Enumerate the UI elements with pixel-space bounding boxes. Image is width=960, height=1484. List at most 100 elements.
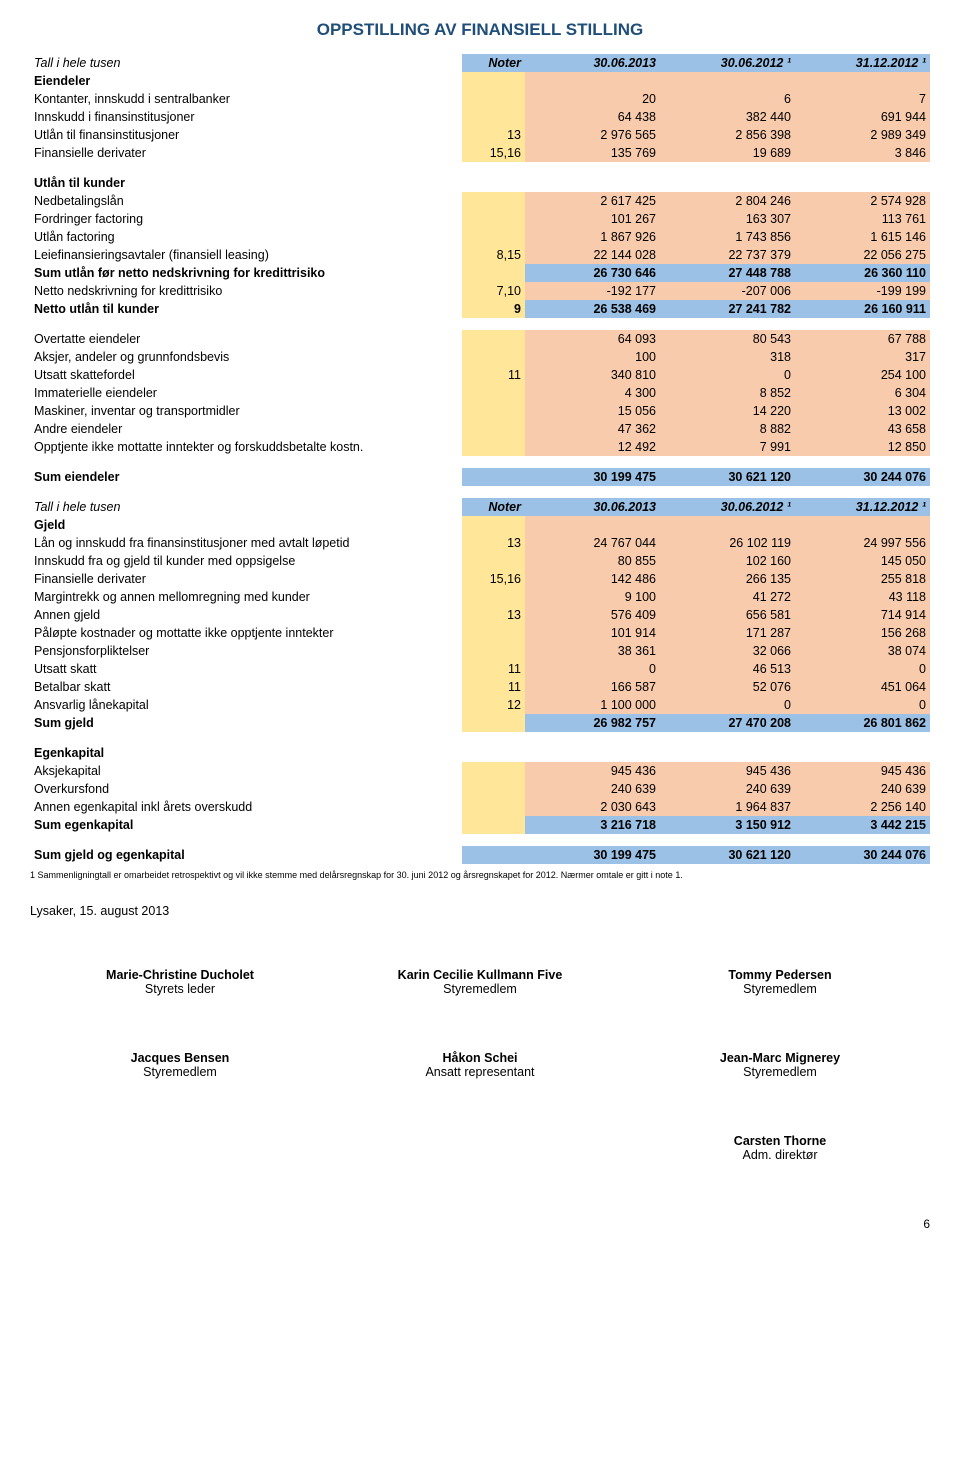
signature-block: Jean-Marc MignereyStyremedlem (632, 1051, 929, 1079)
sum-c2: 30 621 120 (660, 846, 795, 864)
row-c2: 8 852 (660, 384, 795, 402)
row-c1: 0 (525, 660, 660, 678)
row-noter: 15,16 (462, 570, 525, 588)
row-c1: 340 810 (525, 366, 660, 384)
signature-block (332, 1134, 629, 1162)
row-noter (462, 642, 525, 660)
row-c3: 24 997 556 (795, 534, 930, 552)
signature-block: Carsten ThorneAdm. direktør (632, 1134, 929, 1162)
row-noter (462, 384, 525, 402)
signature-title: Styremedlem (632, 1065, 929, 1079)
row-label: Netto nedskrivning for kredittrisiko (30, 282, 462, 300)
row-c1: 2 617 425 (525, 192, 660, 210)
row-c3: 0 (795, 660, 930, 678)
signature-title: Styremedlem (632, 982, 929, 996)
page-title: OPPSTILLING AV FINANSIELL STILLING (30, 20, 930, 40)
row-c3: 113 761 (795, 210, 930, 228)
row-noter: 9 (462, 300, 525, 318)
row-label: Sum utlån før netto nedskrivning for kre… (30, 264, 462, 282)
row-c1: 26 982 757 (525, 714, 660, 732)
row-c1: 22 144 028 (525, 246, 660, 264)
header-col2: 30.06.2012 ¹ (660, 498, 795, 516)
row-noter: 13 (462, 126, 525, 144)
row-c3: 254 100 (795, 366, 930, 384)
row-c1: 9 100 (525, 588, 660, 606)
row-c1: 47 362 (525, 420, 660, 438)
row-c1: 576 409 (525, 606, 660, 624)
row-noter: 8,15 (462, 246, 525, 264)
row-c1: 135 769 (525, 144, 660, 162)
row-c3: 2 574 928 (795, 192, 930, 210)
row-c2: 7 991 (660, 438, 795, 456)
row-c3: 2 256 140 (795, 798, 930, 816)
row-c2: 0 (660, 366, 795, 384)
row-c2: 32 066 (660, 642, 795, 660)
signature-name: Carsten Thorne (632, 1134, 929, 1148)
row-noter (462, 420, 525, 438)
row-label: Betalbar skatt (30, 678, 462, 696)
row-c1: 101 914 (525, 624, 660, 642)
row-label: Immaterielle eiendeler (30, 384, 462, 402)
header-label: Tall i hele tusen (30, 498, 462, 516)
row-c2: 52 076 (660, 678, 795, 696)
row-c1: 2 030 643 (525, 798, 660, 816)
header-col3: 31.12.2012 ¹ (795, 498, 930, 516)
header-noter: Noter (462, 498, 525, 516)
row-c3: 255 818 (795, 570, 930, 588)
row-label: Margintrekk og annen mellomregning med k… (30, 588, 462, 606)
row-noter (462, 192, 525, 210)
row-c2: 27 241 782 (660, 300, 795, 318)
row-c2: 240 639 (660, 780, 795, 798)
row-c2: 19 689 (660, 144, 795, 162)
row-c1: 26 730 646 (525, 264, 660, 282)
row-label: Annen egenkapital inkl årets overskudd (30, 798, 462, 816)
row-label: Kontanter, innskudd i sentralbanker (30, 90, 462, 108)
row-c2: 41 272 (660, 588, 795, 606)
row-c3: 691 944 (795, 108, 930, 126)
row-c2: -207 006 (660, 282, 795, 300)
row-c1: 240 639 (525, 780, 660, 798)
signature-block: Jacques BensenStyremedlem (32, 1051, 329, 1079)
row-label: Utsatt skatt (30, 660, 462, 678)
row-label: Påløpte kostnader og mottatte ikke opptj… (30, 624, 462, 642)
row-noter (462, 552, 525, 570)
row-noter: 7,10 (462, 282, 525, 300)
row-noter (462, 210, 525, 228)
row-noter: 11 (462, 366, 525, 384)
row-noter (462, 348, 525, 366)
row-label: Andre eiendeler (30, 420, 462, 438)
row-c2: 163 307 (660, 210, 795, 228)
row-c3: 26 801 862 (795, 714, 930, 732)
section-head: Eiendeler (30, 72, 462, 90)
row-noter (462, 228, 525, 246)
row-noter (462, 588, 525, 606)
row-c2: 171 287 (660, 624, 795, 642)
row-c2: 46 513 (660, 660, 795, 678)
sum-c3: 30 244 076 (795, 468, 930, 486)
signature-title: Ansatt representant (332, 1065, 629, 1079)
row-c1: 101 267 (525, 210, 660, 228)
row-noter (462, 402, 525, 420)
row-c2: 6 (660, 90, 795, 108)
row-label: Leiefinansieringsavtaler (finansiell lea… (30, 246, 462, 264)
footnote: 1 Sammenligningtall er omarbeidet retros… (30, 870, 930, 882)
row-c2: 102 160 (660, 552, 795, 570)
row-c3: 3 846 (795, 144, 930, 162)
row-label: Ansvarlig lånekapital (30, 696, 462, 714)
row-c2: 3 150 912 (660, 816, 795, 834)
header-col3: 31.12.2012 ¹ (795, 54, 930, 72)
signature-block: Karin Cecilie Kullmann FiveStyremedlem (332, 968, 629, 996)
row-c1: 15 056 (525, 402, 660, 420)
row-noter (462, 714, 525, 732)
row-noter: 11 (462, 678, 525, 696)
header-noter: Noter (462, 54, 525, 72)
row-noter (462, 90, 525, 108)
row-label: Aksjer, andeler og grunnfondsbevis (30, 348, 462, 366)
signature-title: Adm. direktør (632, 1148, 929, 1162)
sum-c1: 30 199 475 (525, 846, 660, 864)
row-label: Pensjonsforpliktelser (30, 642, 462, 660)
row-c2: 945 436 (660, 762, 795, 780)
row-noter: 11 (462, 660, 525, 678)
row-label: Annen gjeld (30, 606, 462, 624)
row-c2: 382 440 (660, 108, 795, 126)
